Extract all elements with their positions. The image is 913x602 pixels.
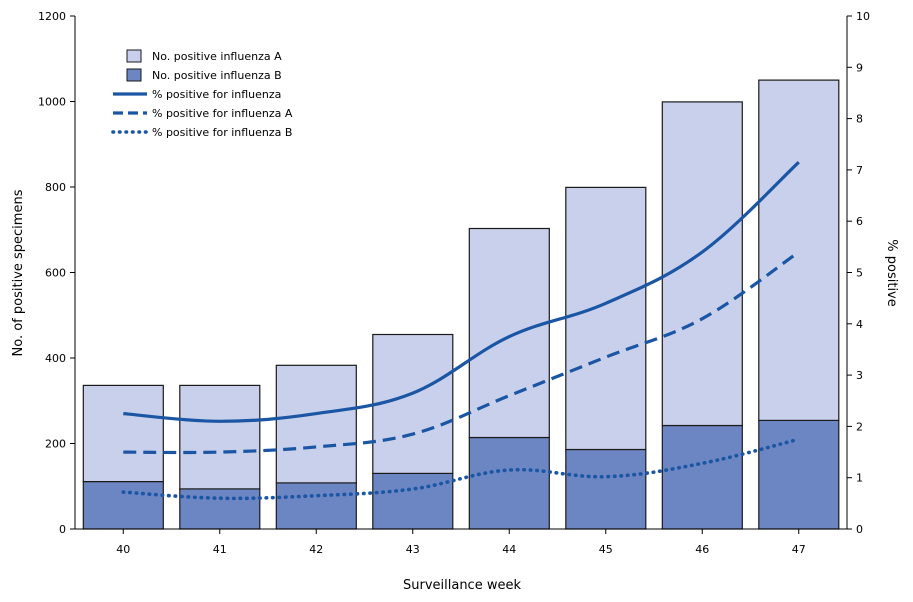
y-tick-label: 400 <box>45 352 66 365</box>
x-tick-label: 41 <box>213 543 227 556</box>
legend-label: % positive for influenza B <box>152 126 292 139</box>
y2-tick-label: 8 <box>856 113 863 126</box>
legend-swatch-box <box>126 49 142 63</box>
y-tick-label: 1200 <box>38 10 66 23</box>
y2-tick-label: 4 <box>856 318 863 331</box>
x-tick-label: 42 <box>309 543 323 556</box>
bar-influenza-a-week-41 <box>179 384 261 490</box>
y2-tick-label: 7 <box>856 164 863 177</box>
y-tick-label: 0 <box>59 523 66 536</box>
x-tick-label: 45 <box>599 543 613 556</box>
y2-tick-label: 0 <box>856 523 863 536</box>
bar-influenza-b-week-40 <box>82 480 164 530</box>
legend-label: No. positive influenza B <box>152 69 282 82</box>
bar-influenza-a-week-44 <box>468 227 550 439</box>
y2-tick-label: 5 <box>856 267 863 280</box>
x-tick-label: 40 <box>116 543 130 556</box>
bar-influenza-a-week-45 <box>565 186 647 451</box>
y-axis-title: No. of positive specimens <box>11 189 26 356</box>
bar-influenza-b-week-43 <box>372 472 454 530</box>
lines-layer <box>121 161 801 501</box>
y2-tick-label: 1 <box>856 472 863 485</box>
legend: No. positive influenza A No. positive inf… <box>111 49 293 139</box>
line-percent-positive-total <box>123 161 800 423</box>
bar-influenza-b-week-42 <box>275 482 357 530</box>
x-tick-label: 43 <box>406 543 420 556</box>
legend-label: % positive for influenza <box>152 88 281 101</box>
y2-tick-label: 10 <box>856 10 870 23</box>
legend-swatch-box <box>126 68 142 82</box>
y2-tick-label: 9 <box>856 61 863 74</box>
x-tick-label: 44 <box>502 543 516 556</box>
y-tick-label: 1000 <box>38 96 66 109</box>
bar-influenza-a-week-43 <box>372 333 454 474</box>
y2-axis-title: % positive <box>884 239 899 306</box>
x-tick-label: 46 <box>695 543 709 556</box>
bar-influenza-b-week-46 <box>661 424 743 530</box>
x-axis-title: Surveillance week <box>403 578 521 593</box>
bar-influenza-b-week-41 <box>179 488 261 530</box>
bar-influenza-a-week-42 <box>275 364 357 484</box>
y2-tick-label: 6 <box>856 215 863 228</box>
bar-influenza-b-week-45 <box>565 448 647 530</box>
y2-tick-label: 3 <box>856 369 863 382</box>
y-tick-label: 800 <box>45 181 66 194</box>
y2-tick-label: 2 <box>856 420 863 433</box>
legend-label: % positive for influenza A <box>152 107 293 120</box>
bar-influenza-b-week-47 <box>758 419 840 530</box>
bar-influenza-b-week-44 <box>468 436 550 530</box>
bar-influenza-a-week-47 <box>758 79 840 421</box>
bar-influenza-a-week-46 <box>661 101 743 427</box>
bars-layer <box>82 79 840 530</box>
bar-influenza-a-week-40 <box>82 384 164 483</box>
y-tick-label: 200 <box>45 438 66 451</box>
x-tick-label: 47 <box>792 543 806 556</box>
legend-label: No. positive influenza A <box>152 50 282 63</box>
line-percent-positive-b <box>121 437 801 501</box>
y-tick-label: 600 <box>45 267 66 280</box>
